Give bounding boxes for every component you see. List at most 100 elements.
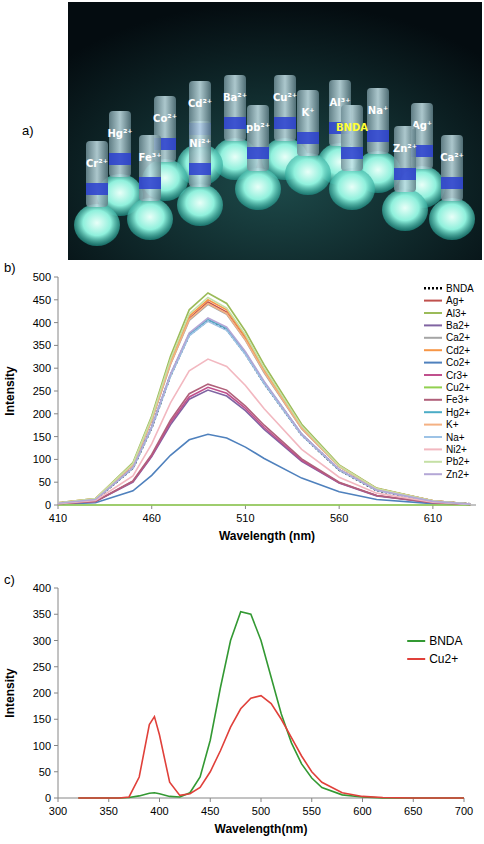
legend-swatch	[424, 287, 442, 289]
vial: Fe³⁺	[127, 135, 173, 240]
legend-swatch	[407, 640, 425, 642]
legend-swatch	[424, 473, 442, 475]
chart: c)05010015020025030035040030035040045050…	[3, 572, 473, 836]
tube-band	[109, 153, 131, 165]
y-tick-label: 100	[33, 453, 51, 465]
y-tick	[54, 771, 58, 772]
y-tick	[54, 368, 58, 369]
panel-letter: b)	[4, 260, 16, 275]
flask-glow	[127, 198, 173, 240]
legend-swatch	[407, 658, 425, 660]
vial-label: Ca²⁺	[440, 152, 464, 163]
legend-swatch	[424, 386, 442, 388]
legend-label: K+	[446, 419, 459, 430]
y-tick	[54, 745, 58, 746]
tube	[247, 105, 269, 171]
x-tick-label: 510	[236, 512, 254, 524]
y-tick	[54, 299, 58, 300]
legend-swatch	[424, 461, 442, 463]
tube	[86, 141, 108, 207]
legend-label: Pb2+	[446, 456, 470, 467]
legend-label: Na+	[446, 432, 465, 443]
y-tick	[54, 277, 58, 278]
tube	[297, 90, 319, 156]
legend-swatch	[424, 312, 442, 314]
x-axis-title: Wavelength (nm)	[219, 529, 315, 543]
plot-area	[78, 612, 464, 798]
series-line	[58, 303, 470, 504]
vial: pb²⁺	[235, 105, 281, 210]
y-tick-label: 400	[33, 582, 51, 594]
vial: K⁺	[285, 90, 331, 195]
tube	[441, 135, 463, 201]
y-tick-label: 0	[45, 499, 51, 511]
tube-band	[341, 147, 363, 159]
x-tick-label: 350	[100, 805, 118, 817]
legend-swatch	[424, 436, 442, 438]
vial-label: Cd²⁺	[188, 98, 212, 109]
flask-glow	[177, 184, 223, 226]
y-tick-label: 50	[39, 476, 51, 488]
legend-swatch	[424, 362, 442, 364]
x-tick-label: 600	[353, 805, 371, 817]
tube	[274, 75, 296, 141]
y-tick	[54, 345, 58, 346]
y-tick-label: 200	[33, 408, 51, 420]
tube	[109, 111, 131, 177]
vial-label: Co²⁺	[153, 113, 177, 124]
legend-label: Cr3+	[446, 370, 468, 381]
y-tick-label: 0	[45, 792, 51, 804]
y-tick-label: 150	[33, 431, 51, 443]
y-tick	[54, 482, 58, 483]
series-line	[78, 612, 464, 798]
vial: Zn²⁺	[382, 126, 428, 231]
vial-label: Ba²⁺	[223, 92, 247, 103]
x-tick	[261, 798, 262, 802]
y-tick	[54, 640, 58, 641]
x-axis-title: Wavelength(nm)	[215, 822, 308, 836]
tube-band	[297, 132, 319, 144]
x-tick-label: 500	[252, 805, 270, 817]
y-tick-label: 450	[33, 294, 51, 306]
flask-glow	[329, 168, 375, 210]
vial-label: Fe³⁺	[139, 152, 162, 163]
y-tick	[54, 322, 58, 323]
y-tick	[54, 413, 58, 414]
vial-label: BNDA	[336, 122, 368, 133]
tube-band	[367, 130, 389, 142]
x-tick	[58, 798, 59, 802]
flask-glow	[285, 153, 331, 195]
legend-label: Cu2+	[446, 382, 470, 393]
plot-area	[58, 293, 470, 505]
tube-band	[441, 177, 463, 189]
y-tick	[54, 505, 58, 506]
vial-label: Cu²⁺	[273, 92, 297, 103]
x-tick	[311, 798, 312, 802]
tube-band	[139, 177, 161, 189]
legend-swatch	[424, 448, 442, 450]
x-tick-label: 560	[330, 512, 348, 524]
y-tick	[54, 391, 58, 392]
series-line	[58, 434, 470, 504]
x-tick	[210, 798, 211, 802]
legend-label: Fe3+	[446, 394, 469, 405]
x-tick-label: 300	[49, 805, 67, 817]
legend-label: Hg2+	[446, 407, 470, 418]
x-tick-label: 650	[404, 805, 422, 817]
x-tick	[362, 798, 363, 802]
y-tick	[54, 588, 58, 589]
y-tick-label: 50	[39, 766, 51, 778]
legend-swatch	[424, 411, 442, 413]
tube	[189, 121, 211, 187]
x-tick-label: 410	[49, 512, 67, 524]
vial-label: K⁺	[301, 107, 314, 118]
legend-swatch	[424, 324, 442, 326]
y-tick	[54, 666, 58, 667]
legend: BNDAAg+Al3+Ba2+Ca2+Cd2+Co2+Cr3+Cu2+Fe3+H…	[424, 283, 474, 480]
y-axis-title: Intensity	[3, 366, 17, 416]
legend-swatch	[424, 349, 442, 351]
series-line	[58, 293, 470, 504]
vial-label: pb²⁺	[246, 122, 270, 133]
y-tick-label: 250	[33, 385, 51, 397]
flask-glow	[382, 189, 428, 231]
